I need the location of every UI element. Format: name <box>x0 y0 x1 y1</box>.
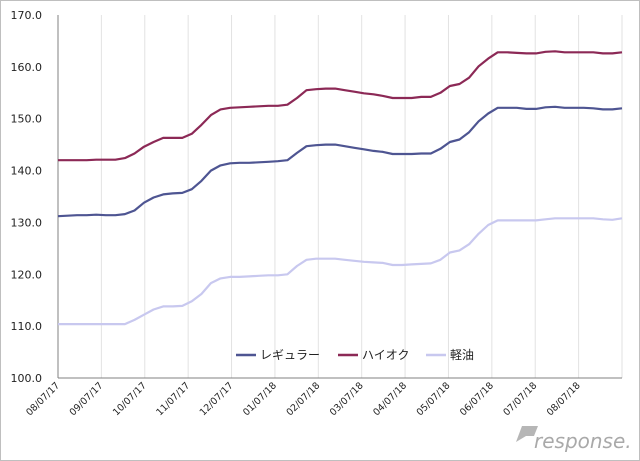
y-tick-label: 140.0 <box>11 165 43 178</box>
watermark-logo: response. <box>516 426 632 453</box>
y-tick-label: 110.0 <box>11 320 43 333</box>
y-tick-label: 160.0 <box>11 61 43 74</box>
watermark-text: response. <box>534 429 632 453</box>
legend: レギュラー ハイオク 軽油 <box>236 348 474 362</box>
gridlines <box>100 15 623 378</box>
series-line-3 <box>58 217 623 326</box>
axes <box>57 15 622 379</box>
series-line-2 <box>58 50 623 162</box>
y-tick-label: 130.0 <box>11 216 43 229</box>
y-tick-label: 120.0 <box>11 268 43 281</box>
legend-label: レギュラー <box>260 348 320 362</box>
series-line-1 <box>57 105 623 218</box>
legend-label: ハイオク <box>362 348 410 362</box>
series-lines <box>57 50 623 326</box>
logo-mark <box>516 426 538 442</box>
response-logo: response. <box>516 426 632 453</box>
legend-label: 軽油 <box>450 348 474 362</box>
y-tick-label: 170.0 <box>11 9 43 22</box>
y-tick-label: 100.0 <box>11 372 43 385</box>
y-tick-label: 150.0 <box>11 113 43 126</box>
y-tick-labels: 100.0 110.0 120.0 130.0 140.0 150.0 160.0 170.0 <box>11 9 43 385</box>
